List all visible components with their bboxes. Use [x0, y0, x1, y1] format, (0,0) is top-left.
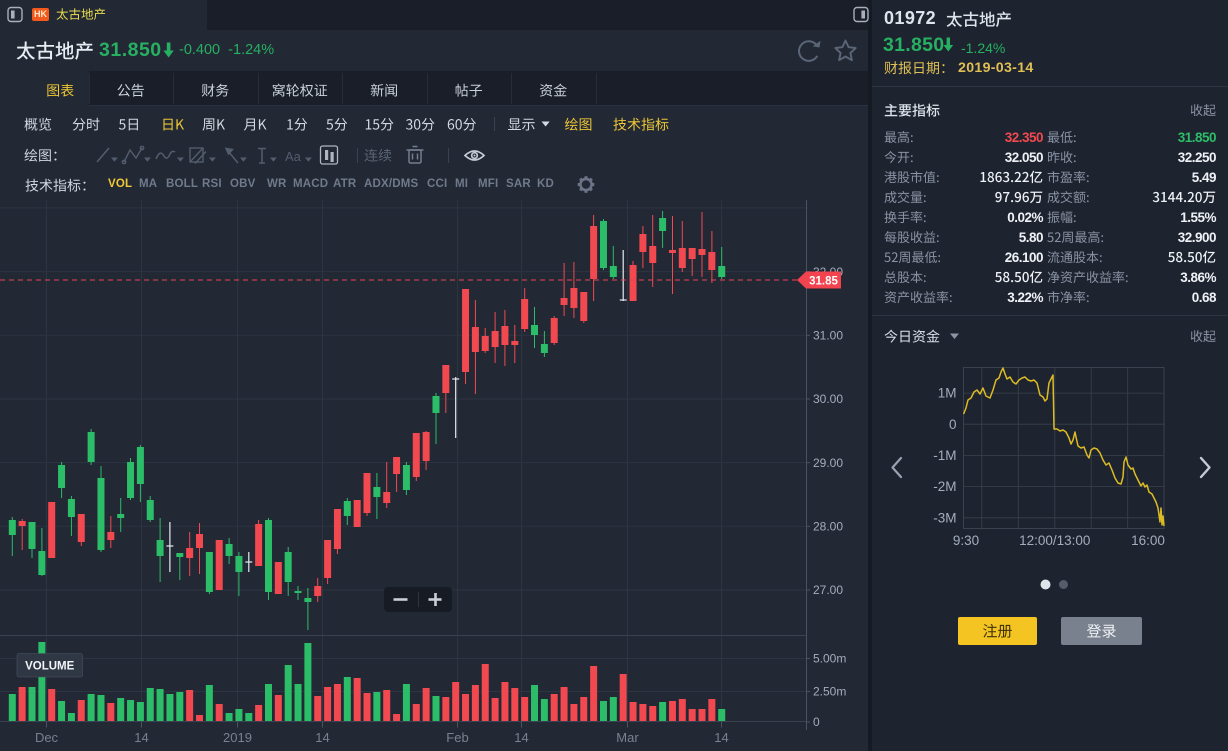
svg-text:5.00m: 5.00m — [813, 652, 846, 666]
svg-text:14: 14 — [315, 730, 329, 745]
svg-text:14: 14 — [134, 730, 148, 745]
svg-text:Feb: Feb — [446, 730, 468, 745]
svg-text:-2M: -2M — [933, 479, 956, 494]
svg-text:0: 0 — [949, 417, 957, 432]
svg-text:12:00/13:00: 12:00/13:00 — [1019, 533, 1090, 548]
svg-text:30.00: 30.00 — [813, 392, 843, 406]
svg-text:14: 14 — [714, 730, 728, 745]
svg-text:28.00: 28.00 — [813, 520, 843, 534]
svg-text:Mar: Mar — [616, 730, 639, 745]
svg-text:2.50m: 2.50m — [813, 685, 846, 699]
svg-text:29.00: 29.00 — [813, 456, 843, 470]
svg-text:2019: 2019 — [223, 730, 252, 745]
svg-text:31.00: 31.00 — [813, 329, 843, 343]
svg-text:9:30: 9:30 — [953, 533, 979, 548]
svg-text:VOLUME: VOLUME — [25, 661, 75, 673]
svg-text:-1M: -1M — [933, 448, 956, 463]
svg-text:16:00: 16:00 — [1131, 533, 1165, 548]
svg-text:0: 0 — [813, 715, 820, 729]
svg-text:14: 14 — [514, 730, 528, 745]
svg-text:27.00: 27.00 — [813, 583, 843, 597]
svg-text:31.85: 31.85 — [809, 275, 838, 287]
svg-text:-3M: -3M — [933, 510, 956, 525]
svg-text:1M: 1M — [938, 386, 957, 401]
svg-text:Dec: Dec — [35, 730, 59, 745]
